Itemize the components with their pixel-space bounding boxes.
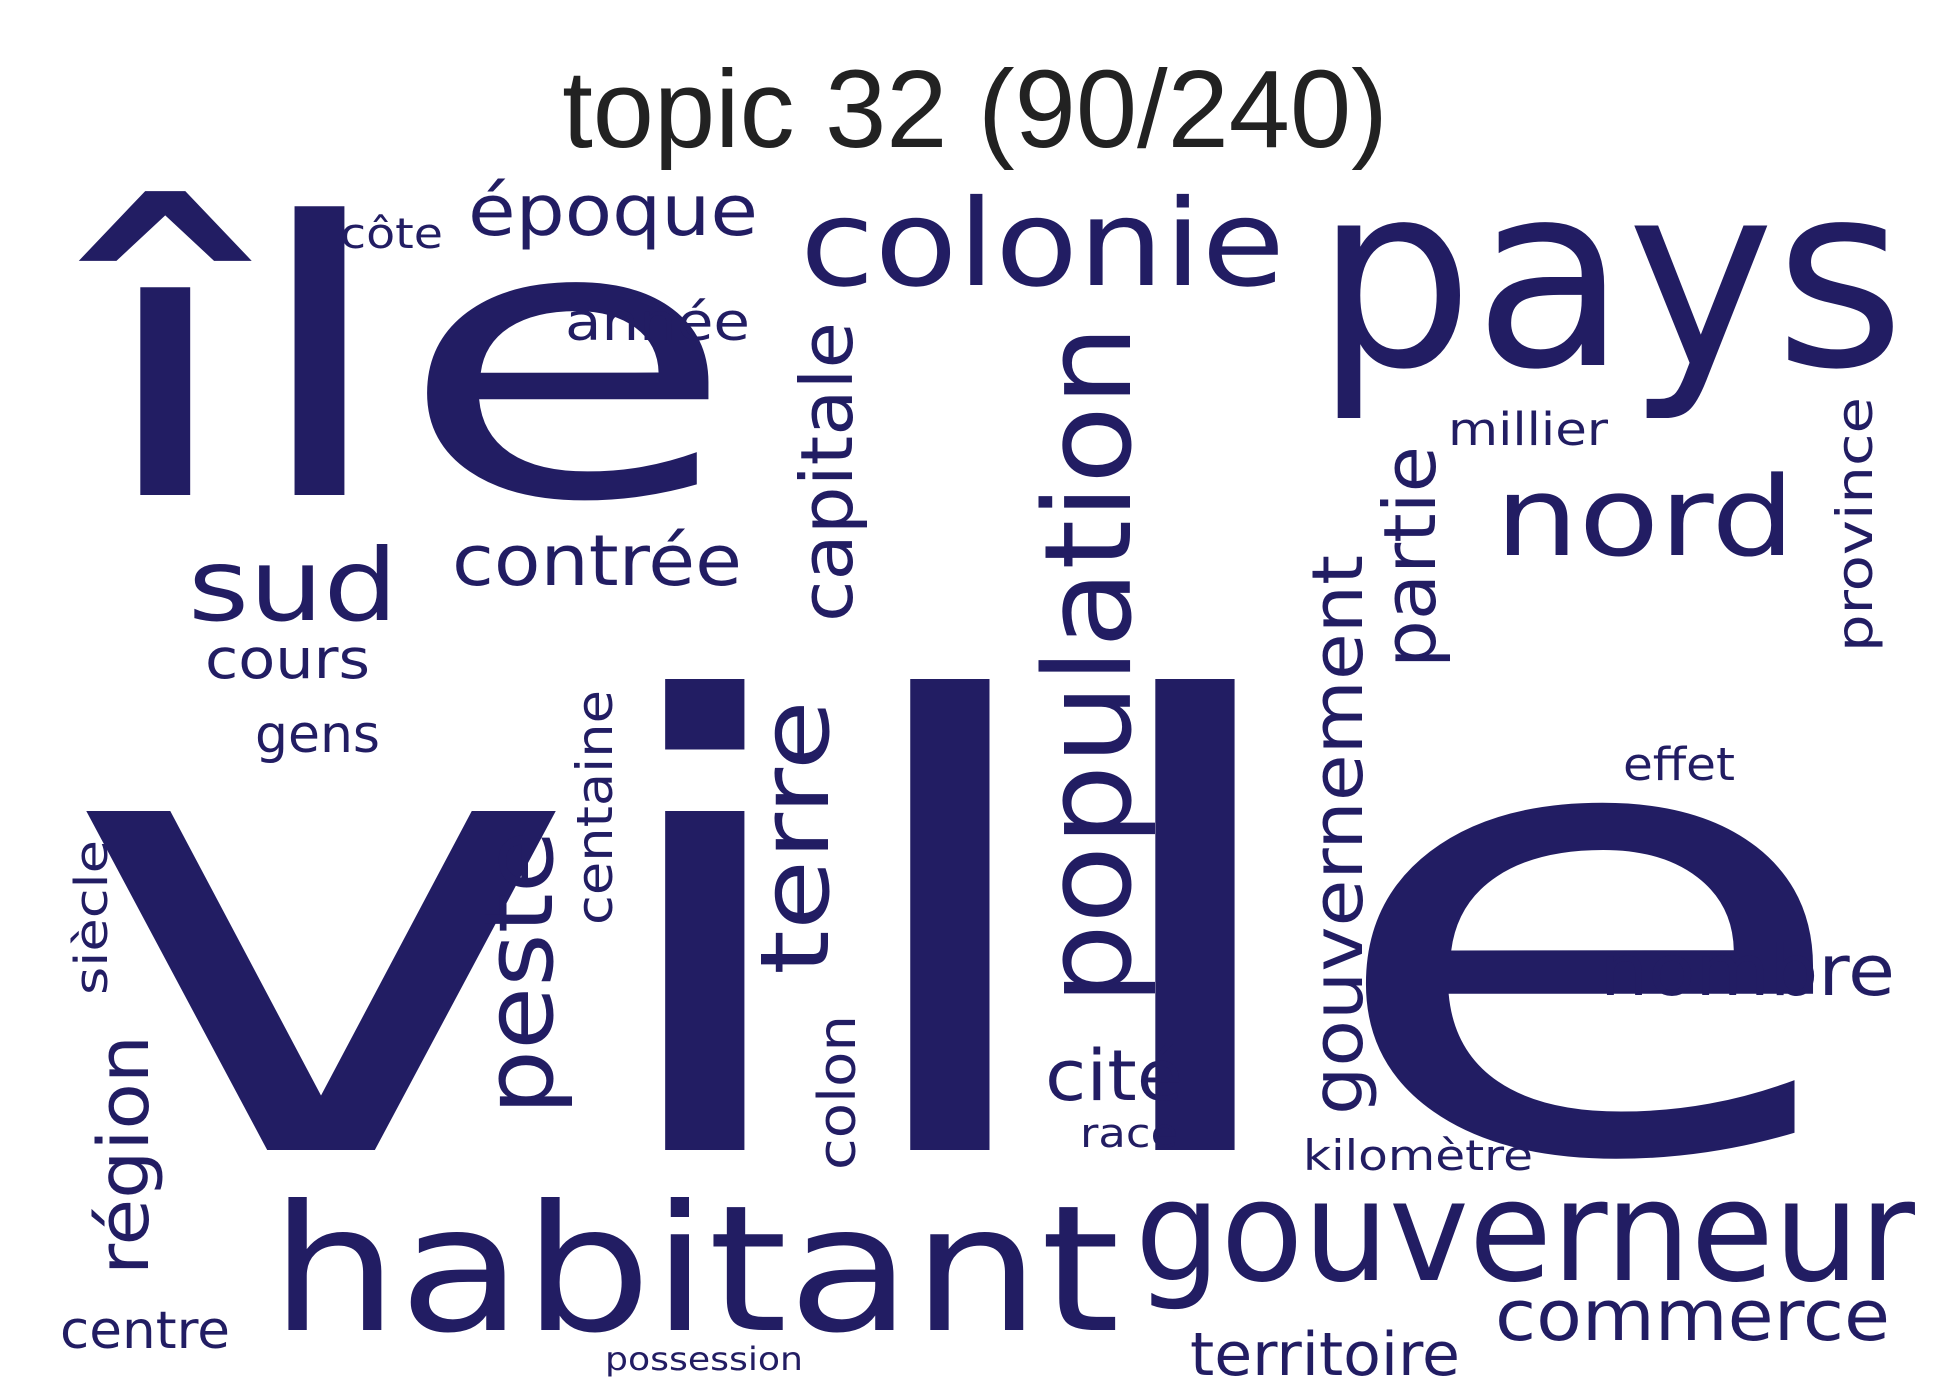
word-millier: millier [1448, 403, 1609, 456]
word-colon: colon [808, 1015, 868, 1170]
word-cote: côte [340, 209, 443, 258]
word-annee: année [565, 293, 750, 353]
word-region: région [83, 1035, 165, 1275]
word-colonie: colonie [800, 175, 1285, 314]
word-nord: nord [1495, 453, 1795, 581]
word-nombre: nombre [1600, 930, 1895, 1012]
word-terre: terre [741, 700, 851, 975]
word-possession: possession [605, 1340, 803, 1378]
word-pays: pays [1315, 129, 1905, 426]
word-race: race [1080, 1111, 1178, 1157]
word-population: population [1020, 325, 1159, 1005]
word-effet: effet [1623, 738, 1735, 791]
word-centaine: centaine [566, 690, 624, 925]
word-contree: contrée [452, 520, 742, 602]
word-territoire: territoire [1190, 1320, 1460, 1390]
chart-title: topic 32 (90/240) [562, 48, 1388, 171]
word-province: province [1826, 397, 1884, 652]
word-gouverneur: gouverneur [1135, 1151, 1915, 1314]
word-epoque: époque [468, 170, 758, 252]
word-ville: ville [60, 576, 1860, 1297]
word-cours: cours [205, 627, 370, 691]
word-sud: sud [188, 527, 398, 644]
word-ile: île [71, 142, 738, 585]
word-centre: centre [60, 1301, 230, 1361]
word-gens: gens [255, 705, 380, 765]
word-peste: peste [465, 830, 575, 1115]
word-cite: cité [1045, 1035, 1183, 1117]
word-habitant: habitant [270, 1169, 1120, 1372]
word-siecle: siècle [65, 840, 118, 995]
word-gouvernement: gouvernement [1297, 555, 1379, 1115]
word-partie: partie [1368, 446, 1452, 668]
word-kilometre: kilomètre [1303, 1131, 1533, 1180]
word-capitale: capitale [785, 322, 869, 622]
word-commerce: commerce [1495, 1275, 1890, 1357]
